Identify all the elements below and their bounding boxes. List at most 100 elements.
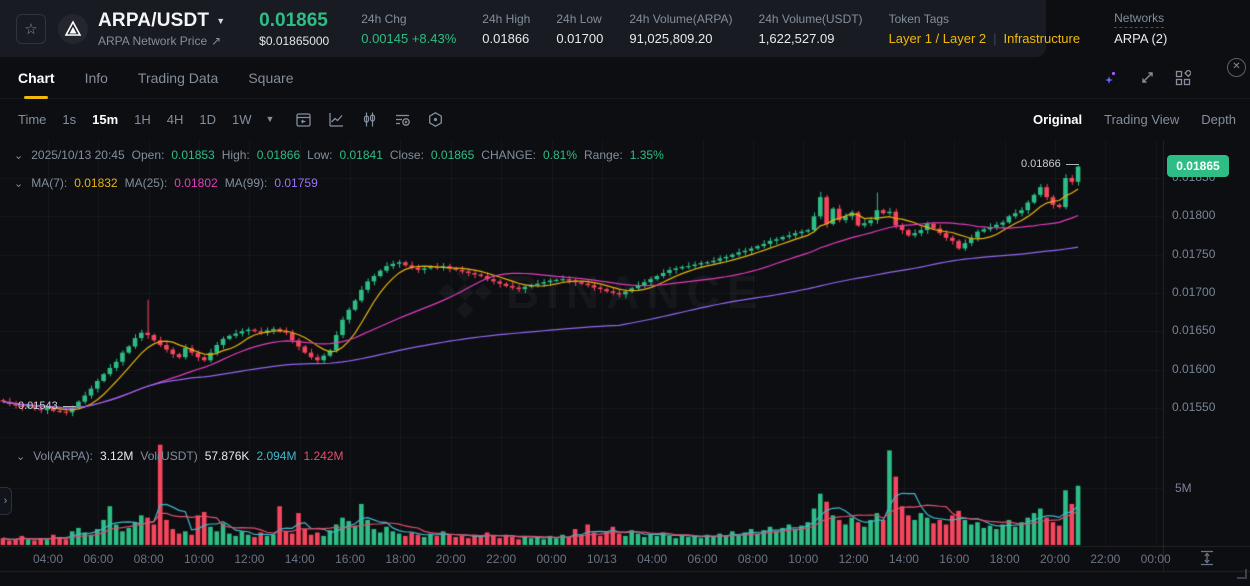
session-high-marker: 0.01866 [1021, 158, 1079, 170]
tab-label: Square [248, 69, 294, 86]
panel-expander-button[interactable]: › [0, 487, 12, 515]
token-info-link[interactable]: ARPA Network Price ↗ [98, 34, 225, 48]
time-tick: 06:00 [687, 552, 718, 566]
close-icon[interactable]: ✕ [1227, 58, 1246, 77]
time-tick: 04:00 [32, 552, 64, 566]
tab-label: Info [84, 69, 108, 86]
time-tick: 08:00 [133, 552, 164, 566]
collapse-caret-icon[interactable]: ⌄ [14, 149, 24, 162]
time-tick: 20:00 [435, 552, 466, 566]
tab-chart[interactable]: Chart [18, 57, 55, 99]
close-value: 0.01865 [430, 148, 475, 162]
ma7-label: MA(7): [31, 176, 68, 190]
time-label: Time [18, 111, 47, 127]
auto-scale-icon[interactable] [1198, 549, 1216, 567]
line-chart-style-icon[interactable] [327, 110, 345, 128]
external-link-icon: ↗ [211, 33, 222, 48]
interval-4H[interactable]: 4H [166, 111, 184, 127]
stat-0: 24h Chg 0.00145 +8.43% [361, 12, 456, 46]
ohlc-legend: ⌄ 2025/10/13 20:45 Open: 0.01853 High: 0… [14, 148, 664, 162]
symbol-header: ☆ ARPA/USDT ▼ ARPA Network Price ↗ 0.018… [0, 0, 1167, 57]
high-value: 0.01866 [256, 148, 301, 162]
token-info-label: ARPA Network Price [98, 33, 208, 48]
networks-value[interactable]: ARPA (2) [1114, 31, 1168, 46]
range-value: 1.35% [629, 148, 664, 162]
token-tag-link[interactable]: Layer 1 / Layer 2 [888, 30, 987, 46]
vol-ma-short-value: 2.094M [256, 449, 297, 463]
price-volume-canvas[interactable] [0, 140, 1250, 586]
chart-toolbar: Time 1s 15m 1H 4H 1D 1W ▼ [0, 98, 1250, 140]
layout-grid-icon[interactable] [1174, 69, 1192, 87]
change-label: CHANGE: [481, 148, 536, 162]
tab-label: Trading Data [137, 69, 219, 86]
symbol-block: ARPA/USDT ▼ ARPA Network Price ↗ [98, 10, 225, 48]
collapse-caret-icon[interactable]: ⌄ [14, 177, 24, 190]
open-value: 0.01853 [171, 148, 215, 162]
stat-4: 24h Volume(USDT) 1,622,527.09 [759, 12, 863, 46]
favorite-button[interactable]: ☆ [16, 13, 46, 44]
volume-axis-tick: 5M [1175, 481, 1192, 495]
view-trading-view[interactable]: Trading View [1104, 111, 1180, 127]
tab-trading-data[interactable]: Trading Data [138, 57, 218, 98]
interval-more-caret-icon[interactable]: ▼ [265, 114, 275, 124]
open-label: Open: [131, 148, 165, 162]
stat-label: 24h Volume(USDT) [758, 11, 863, 26]
ai-assistant-icon[interactable] [1102, 69, 1120, 87]
collapse-caret-icon[interactable]: ⌄ [16, 450, 26, 463]
session-high-value: 0.01866 [1021, 158, 1061, 170]
token-tags-block: Token Tags Layer 1 / Layer 2 | Infrastruct… [889, 12, 1081, 46]
interval-1D[interactable]: 1D [199, 111, 217, 127]
interval-15m[interactable]: 15m [92, 111, 119, 127]
resize-handle[interactable] [1237, 569, 1247, 579]
tag-divider: | [993, 30, 997, 46]
token-tags-label: Token Tags [888, 11, 950, 26]
token-tag-link[interactable]: Infrastructure [1003, 30, 1081, 46]
fullscreen-expand-icon[interactable] [1138, 69, 1156, 87]
view-depth[interactable]: Depth [1201, 111, 1236, 127]
usd-price: $0.01865000 [259, 33, 330, 48]
toolbar-icons [294, 110, 444, 128]
tab-info[interactable]: Info [85, 57, 108, 98]
arpa-logo-icon [58, 13, 88, 44]
time-tick: 00:00 [536, 552, 567, 566]
close-label: Close: [389, 148, 424, 162]
tab-square[interactable]: Square [248, 57, 293, 98]
price-block: 0.01865 $0.01865000 [259, 10, 329, 48]
time-tick: 06:00 [83, 552, 114, 566]
candlestick-style-icon[interactable] [360, 110, 378, 128]
time-tick: 08:00 [737, 552, 768, 566]
time-tick: 22:00 [486, 552, 517, 566]
ma99-value: 0.01759 [274, 176, 318, 190]
price-tick: 0.01700 [1172, 284, 1216, 299]
jump-to-date-icon[interactable] [294, 110, 312, 128]
stat-value: 0.00145 +8.43% [361, 30, 457, 46]
session-low-value: 0.01543 [18, 400, 58, 412]
view-original[interactable]: Original [1033, 111, 1083, 127]
symbol-selector[interactable]: ARPA/USDT ▼ [98, 10, 225, 32]
active-tab-underline [24, 96, 49, 99]
time-tick: 18:00 [989, 552, 1020, 566]
price-tick: 0.01550 [1172, 399, 1216, 414]
stat-label: 24h Chg [361, 11, 407, 26]
chart-settings-icon[interactable] [426, 110, 444, 128]
interval-1W[interactable]: 1W [232, 111, 252, 127]
time-tick: 12:00 [838, 552, 869, 566]
time-tick: 14:00 [284, 552, 315, 566]
chart-view-switcher: Original Trading View Depth [1033, 112, 1236, 127]
chart-tabs-row: Chart Info Trading Data Square [0, 57, 1250, 99]
tabs: Chart Info Trading Data Square [0, 57, 294, 99]
chart-region: BINANCE ⌄ 2025/10/13 20:45 Open: 0.01853… [0, 140, 1250, 586]
interval-1s[interactable]: 1s [62, 111, 77, 127]
stat-value: 91,025,809.20 [629, 30, 713, 46]
price-tick: 0.01600 [1172, 361, 1216, 376]
time-tick: 22:00 [1090, 552, 1121, 566]
interval-1H[interactable]: 1H [134, 111, 151, 127]
time-tick: 10/13 [586, 552, 617, 566]
vol-usdt-label: Vol(USDT) [140, 449, 198, 463]
ma7-value: 0.01832 [74, 176, 118, 190]
time-tick: 04:00 [637, 552, 668, 566]
indicators-icon[interactable] [393, 110, 411, 128]
time-tick: 16:00 [335, 552, 366, 566]
networks-block: Networks ARPA (2) [1114, 11, 1167, 46]
stat-value: 0.01700 [556, 30, 604, 46]
